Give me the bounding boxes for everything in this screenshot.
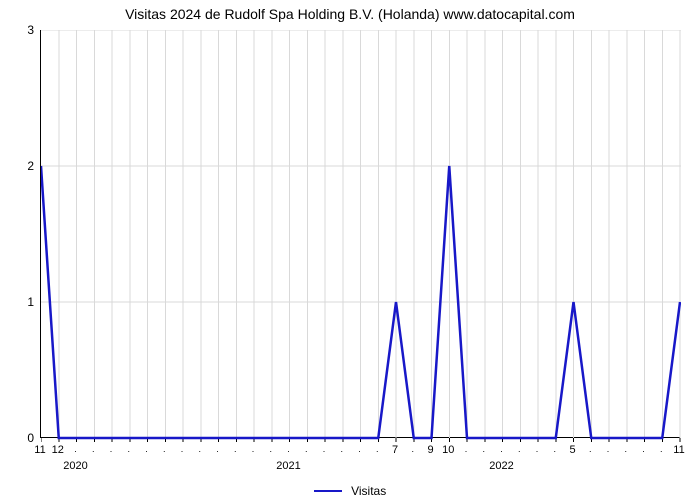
x-year-label: 2020 xyxy=(63,460,87,472)
x-tick-dot: . xyxy=(482,444,485,454)
x-tick-dot: . xyxy=(589,444,592,454)
x-month-label: 5 xyxy=(569,444,575,456)
x-tick-dot: . xyxy=(269,444,272,454)
y-tick-label: 0 xyxy=(4,431,34,445)
x-tick-dot: . xyxy=(518,444,521,454)
x-tick-dot: . xyxy=(181,444,184,454)
x-tick-dot: . xyxy=(376,444,379,454)
x-month-label: 7 xyxy=(392,444,398,456)
x-tick-dot: . xyxy=(642,444,645,454)
y-tick-label: 1 xyxy=(4,295,34,309)
x-month-label: 12 xyxy=(52,444,64,456)
x-tick-dot: . xyxy=(553,444,556,454)
legend-label: Visitas xyxy=(351,484,386,498)
x-tick-dot: . xyxy=(500,444,503,454)
x-month-label: 11 xyxy=(34,444,45,456)
x-month-label: 11 xyxy=(673,444,684,456)
x-tick-dot: . xyxy=(340,444,343,454)
chart-title: Visitas 2024 de Rudolf Spa Holding B.V. … xyxy=(0,6,700,22)
x-tick-dot: . xyxy=(127,444,130,454)
x-tick-dot: . xyxy=(607,444,610,454)
x-month-label: 10 xyxy=(442,444,454,456)
x-tick-dot: . xyxy=(411,444,414,454)
x-tick-dot: . xyxy=(216,444,219,454)
x-tick-dot: . xyxy=(465,444,468,454)
x-tick-dot: . xyxy=(323,444,326,454)
x-tick-dot: . xyxy=(358,444,361,454)
y-tick-label: 2 xyxy=(4,159,34,173)
x-year-label: 2022 xyxy=(489,460,513,472)
plot-svg xyxy=(41,30,681,444)
x-tick-dot: . xyxy=(305,444,308,454)
x-tick-dot: . xyxy=(163,444,166,454)
plot-area xyxy=(40,30,680,438)
x-tick-dot: . xyxy=(234,444,237,454)
gridlines xyxy=(41,30,681,438)
y-tick-label: 3 xyxy=(4,23,34,37)
x-tick-dot: . xyxy=(110,444,113,454)
x-tick-dot: . xyxy=(287,444,290,454)
legend-color-swatch xyxy=(314,490,342,492)
x-tick-dot: . xyxy=(145,444,148,454)
chart-container: Visitas 2024 de Rudolf Spa Holding B.V. … xyxy=(0,0,700,500)
x-tick-dot: . xyxy=(536,444,539,454)
x-tick-dot: . xyxy=(252,444,255,454)
x-year-label: 2021 xyxy=(276,460,300,472)
x-tick-dot: . xyxy=(74,444,77,454)
legend: Visitas xyxy=(0,483,700,498)
x-tick-dot: . xyxy=(198,444,201,454)
x-tick-dot: . xyxy=(92,444,95,454)
x-month-label: 9 xyxy=(427,444,433,456)
x-tick-dot: . xyxy=(624,444,627,454)
x-tick-dot: . xyxy=(660,444,663,454)
